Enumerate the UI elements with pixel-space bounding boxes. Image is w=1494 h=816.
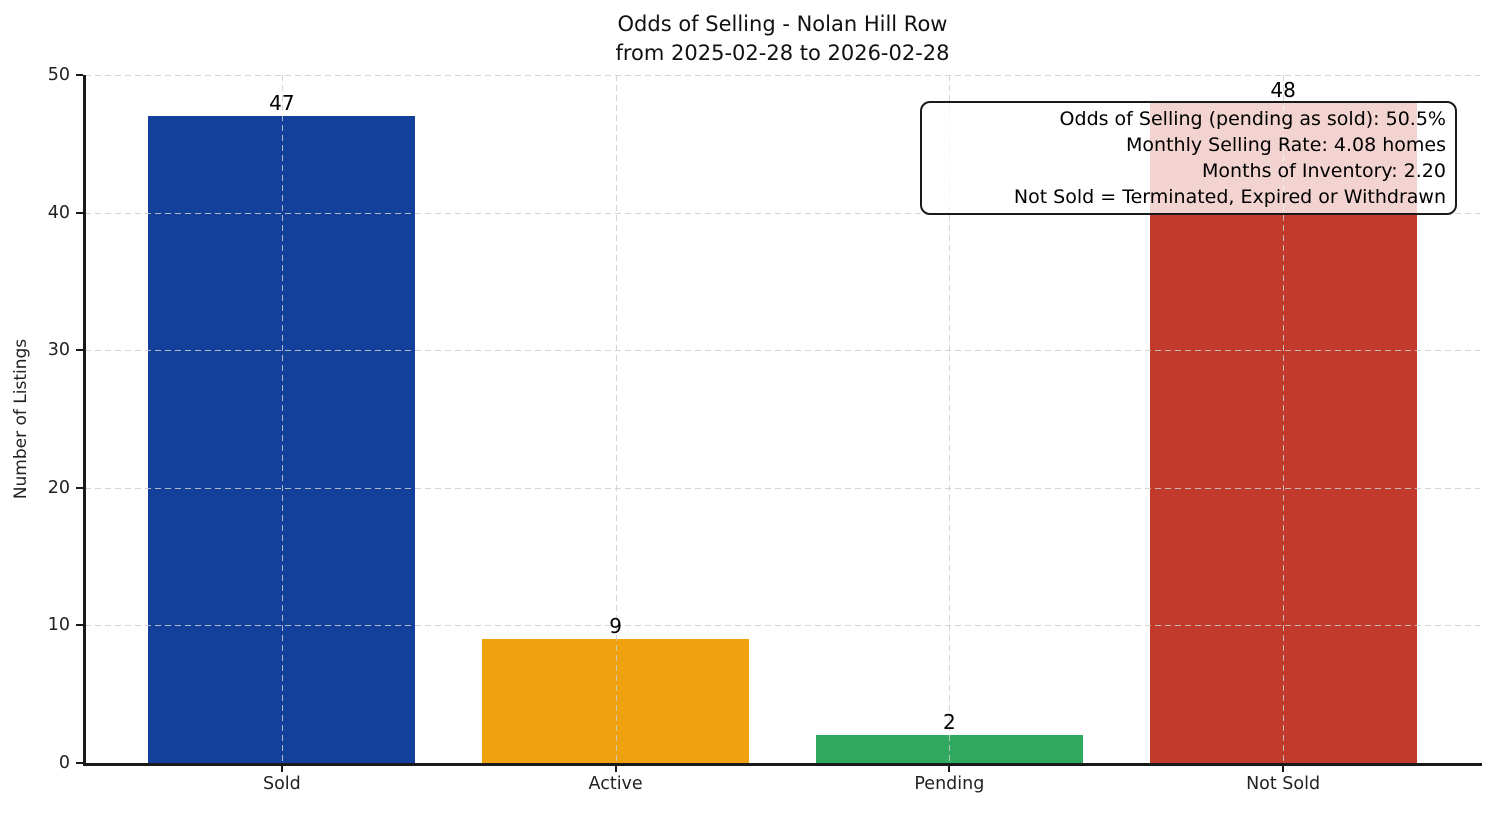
y-axis-spine (83, 75, 86, 765)
x-tick-label-pending: Pending (914, 774, 985, 794)
x-axis-spine (83, 763, 1482, 766)
gridline-horizontal (85, 487, 1480, 489)
x-tick-label-active: Active (588, 774, 643, 794)
bar-value-label-sold: 47 (269, 91, 295, 116)
y-tick-label: 30 (47, 340, 70, 361)
chart-title-line1: Odds of Selling - Nolan Hill Row (617, 12, 948, 36)
bar-value-label-not-sold: 48 (1270, 77, 1296, 102)
chart-title-line2: from 2025-02-28 to 2026-02-28 (615, 41, 950, 65)
bar-value-label-active: 9 (609, 614, 622, 639)
y-tick-mark (76, 211, 83, 214)
bar-value-label-pending: 2 (942, 710, 956, 735)
y-tick-mark (76, 762, 83, 764)
stat-odds-of-selling: Odds of Selling (pending as sold): 50.5% (1059, 108, 1446, 130)
y-tick-label: 50 (47, 65, 70, 85)
y-tick-mark (76, 74, 83, 76)
gridline-horizontal (85, 212, 1480, 214)
stat-months-of-inventory: Months of Inventory: 2.20 (1202, 160, 1446, 182)
x-tick-mark (1282, 765, 1285, 772)
gridline-vertical (1283, 75, 1285, 763)
y-tick-label: 10 (47, 615, 70, 636)
y-tick-label: 0 (58, 753, 70, 773)
stat-not-sold-definition: Not Sold = Terminated, Expired or Withdr… (1013, 186, 1446, 208)
y-tick-mark (76, 486, 83, 489)
stats-annotation-box: Odds of Selling (pending as sold): 50.5%… (920, 101, 1457, 215)
gridline-horizontal (85, 625, 1480, 627)
x-tick-label-not-sold: Not Sold (1246, 774, 1321, 794)
y-tick-mark (76, 349, 83, 352)
gridline-vertical (949, 75, 951, 763)
x-tick-mark (614, 765, 617, 772)
y-axis-label: Number of Listings (11, 338, 31, 500)
x-tick-mark (280, 765, 283, 772)
y-tick-label: 20 (47, 477, 70, 498)
y-tick-mark (76, 624, 83, 627)
gridline-vertical (615, 75, 617, 763)
gridline-horizontal (85, 350, 1480, 352)
gridline-vertical (281, 75, 283, 763)
bar-pending (815, 735, 1083, 763)
x-tick-mark (948, 765, 951, 772)
x-tick-label-sold: Sold (262, 774, 301, 794)
gridline-horizontal (85, 75, 1480, 76)
y-tick-label: 40 (47, 202, 70, 223)
chart-title: Odds of Selling - Nolan Hill Row from 20… (85, 10, 1480, 68)
stat-monthly-selling-rate: Monthly Selling Rate: 4.08 homes (1126, 134, 1446, 156)
